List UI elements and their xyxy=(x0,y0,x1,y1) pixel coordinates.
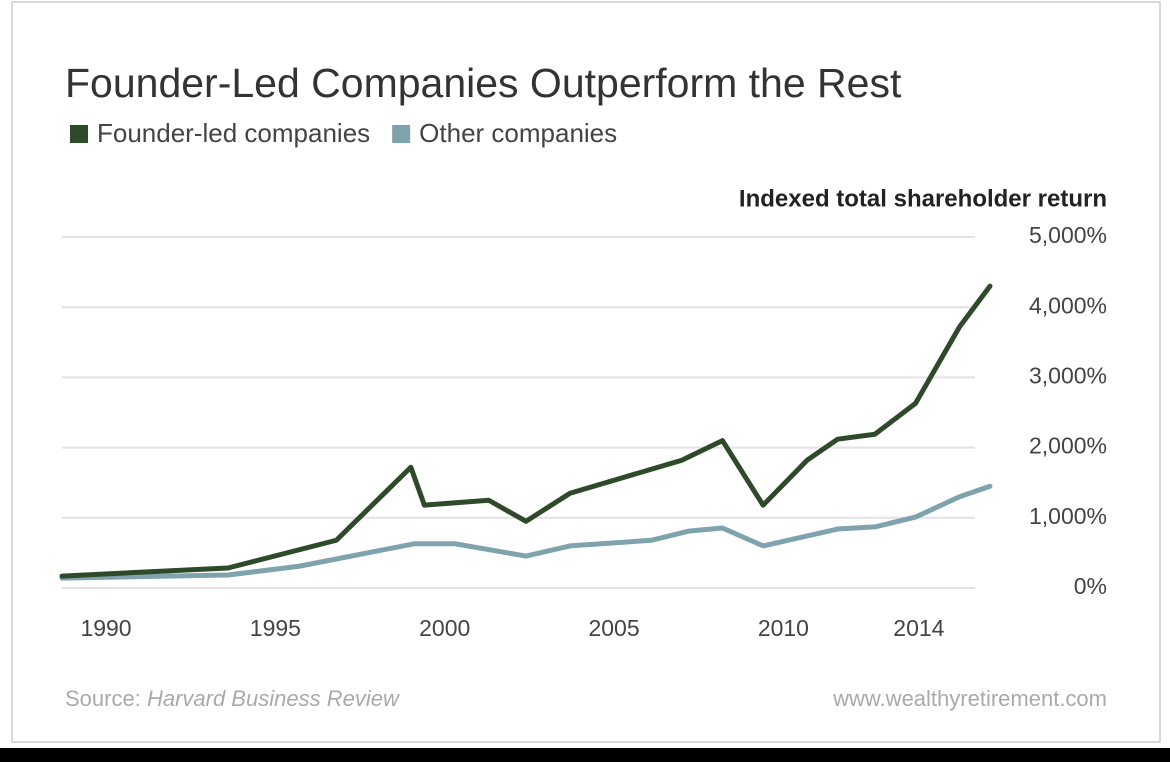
card xyxy=(11,1,1161,743)
x-tick-label: 2005 xyxy=(588,615,639,641)
source-name: Harvard Business Review xyxy=(147,686,401,711)
x-tick-label: 1995 xyxy=(250,615,301,641)
chart-title: Founder-Led Companies Outperform the Res… xyxy=(65,60,902,106)
y-tick-label: 4,000% xyxy=(1029,292,1107,318)
legend-swatch xyxy=(392,125,411,143)
y-tick-label: 3,000% xyxy=(1029,362,1107,388)
legend-label: Founder-led companies xyxy=(97,118,370,148)
source-prefix: Source: xyxy=(65,686,141,711)
x-tick-label: 2010 xyxy=(758,615,809,641)
y-tick-label: 2,000% xyxy=(1029,433,1107,459)
axis-title: Indexed total shareholder return xyxy=(739,185,1107,212)
x-tick-label: 2000 xyxy=(419,615,470,641)
y-tick-label: 0% xyxy=(1074,573,1107,599)
x-tick-label: 1990 xyxy=(80,615,131,641)
source: Source: Harvard Business Review xyxy=(65,686,401,711)
x-tick-label: 2014 xyxy=(893,615,944,641)
series-line xyxy=(59,483,993,581)
legend-label: Other companies xyxy=(419,118,617,148)
series-line xyxy=(59,283,993,579)
bottom-bar xyxy=(0,748,1170,762)
website: www.wealthyretirement.com xyxy=(832,686,1107,711)
legend-swatch xyxy=(70,125,88,143)
y-tick-label: 5,000% xyxy=(1029,222,1107,248)
y-tick-label: 1,000% xyxy=(1029,503,1107,529)
